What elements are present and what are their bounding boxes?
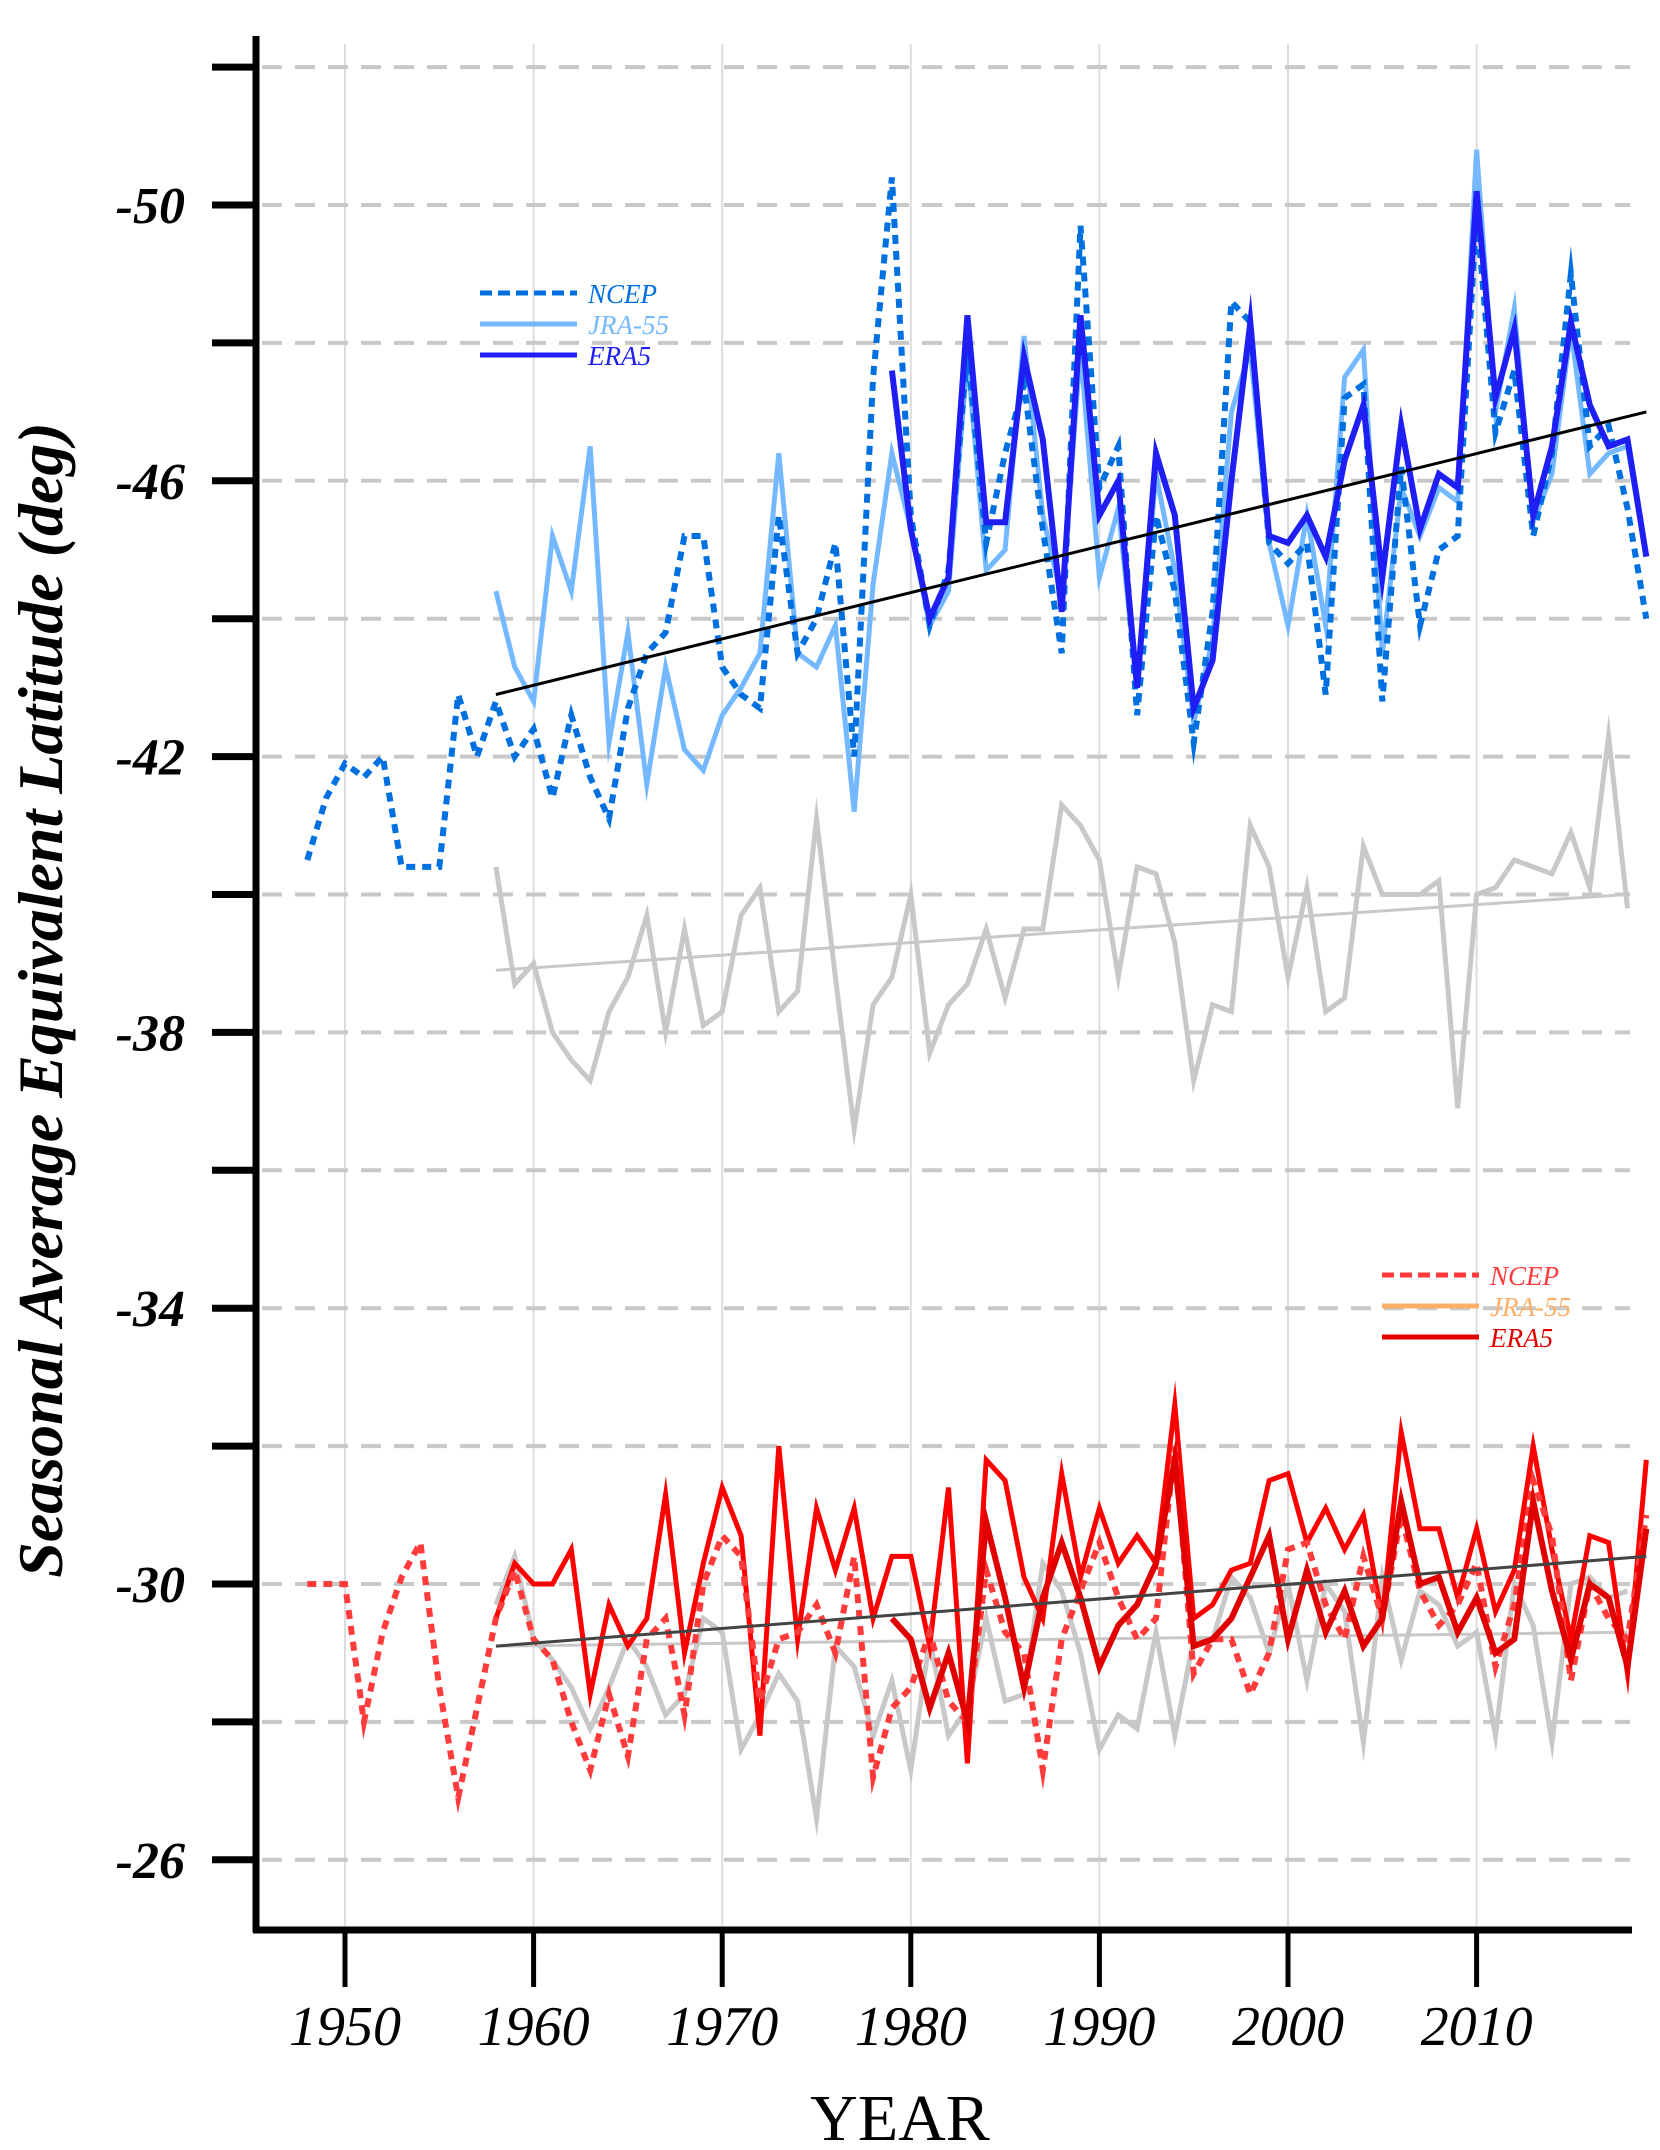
x-tick-label: 2000	[1232, 1996, 1344, 2058]
axes	[252, 36, 1632, 1934]
series-line-middle-gray-trend	[495, 893, 1628, 972]
x-axis-title: YEAR	[810, 2082, 990, 2150]
legend-label-ncep: NCEP	[587, 279, 657, 309]
x-tick-label: 1950	[289, 1996, 401, 2058]
y-tick-label: -30	[116, 1557, 185, 1614]
series-line-ncep-upper	[304, 177, 1650, 870]
series-line-era5-upper	[888, 190, 1650, 722]
legend-label-era5: ERA5	[1489, 1323, 1553, 1353]
series-line-lower-trend	[495, 1554, 1647, 1648]
series-line-lower-gray-series	[493, 1547, 1629, 1838]
x-tick-label: 1990	[1043, 1996, 1155, 2058]
x-tick-label: 2010	[1421, 1996, 1533, 2058]
x-tick-label: 1960	[478, 1996, 590, 2058]
y-tick-label: -26	[116, 1833, 185, 1890]
y-tick-label: -50	[116, 178, 185, 235]
legend-label-jra-55: JRA-55	[1490, 1292, 1571, 1322]
x-tick-label: 1970	[666, 1996, 778, 2058]
y-axis-title: Seasonal Average Equivalent Latitude (de…	[5, 422, 76, 1577]
y-tick-label: -46	[116, 454, 185, 511]
x-ticks: 1950 1960 1970 1980 1990 2000 2010	[289, 1930, 1533, 2058]
horizontal-gridlines	[262, 65, 1630, 1862]
y-tick-label: -34	[116, 1281, 185, 1338]
series-line-era5-lower	[889, 1438, 1650, 1739]
y-ticks: -50 -46 -42 -38 -34 -30 -26	[116, 63, 256, 1890]
series-line-middle-gray-series	[493, 714, 1630, 1148]
legend-label-jra-55: JRA-55	[588, 310, 669, 340]
legend-label-era5: ERA5	[587, 341, 651, 371]
series-layer	[304, 149, 1650, 1838]
y-tick-label: -38	[116, 1005, 185, 1062]
y-tick-label: -42	[116, 730, 185, 787]
series-line-jra-55-lower	[493, 1380, 1649, 1764]
x-tick-label: 1980	[855, 1996, 967, 2058]
legend-label-ncep: NCEP	[1489, 1261, 1559, 1291]
series-line-upper-trend	[495, 410, 1647, 696]
